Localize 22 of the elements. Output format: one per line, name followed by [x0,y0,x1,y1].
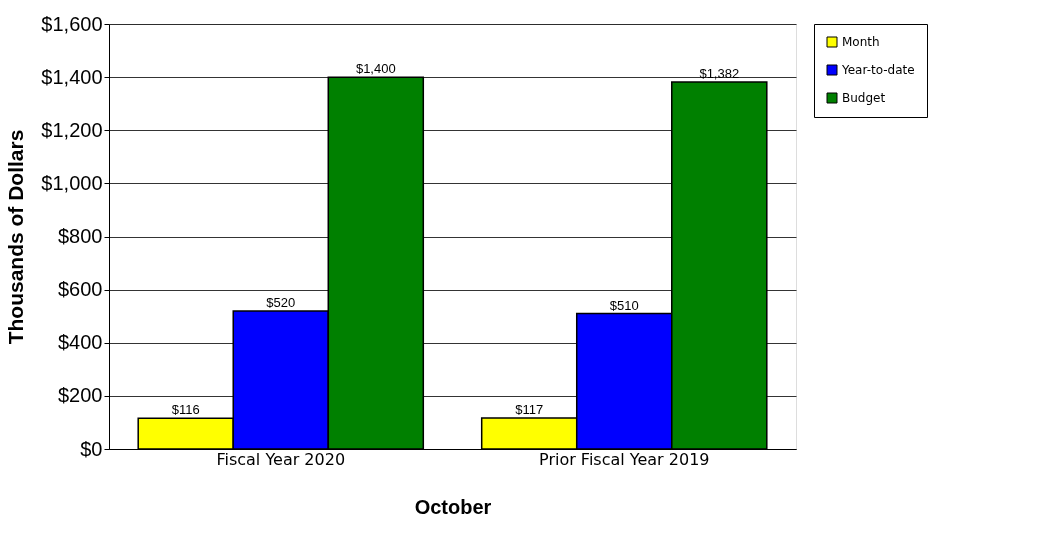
legend-label: Budget [842,91,886,105]
data-label: $1,382 [699,65,740,81]
data-label: $520 [266,294,296,310]
y-tick-label: $0 [80,437,103,460]
y-tick-label: $1,400 [41,65,103,88]
y-tick-label: $200 [58,384,103,407]
data-label: $1,400 [355,61,396,77]
y-tick-label: $1,000 [41,171,103,194]
x-tick-label: Prior Fiscal Year 2019 [539,449,710,469]
y-tick-label: $1,600 [41,12,103,35]
x-axis-title: October [414,495,492,518]
legend-label: Year-to-date [841,63,915,77]
data-label: $116 [171,402,200,418]
y-axis-title: Thousands of Dollars [4,129,28,345]
legend-label: Month [842,35,880,49]
y-tick-label: $400 [58,331,103,354]
x-tick-label: Fiscal Year 2020 [216,449,346,469]
data-label: $117 [515,401,544,417]
y-tick-label: $600 [58,278,103,301]
y-tick-label: $800 [58,225,103,247]
y-tick-label: $1,200 [41,118,103,141]
data-label: $510 [609,297,639,313]
